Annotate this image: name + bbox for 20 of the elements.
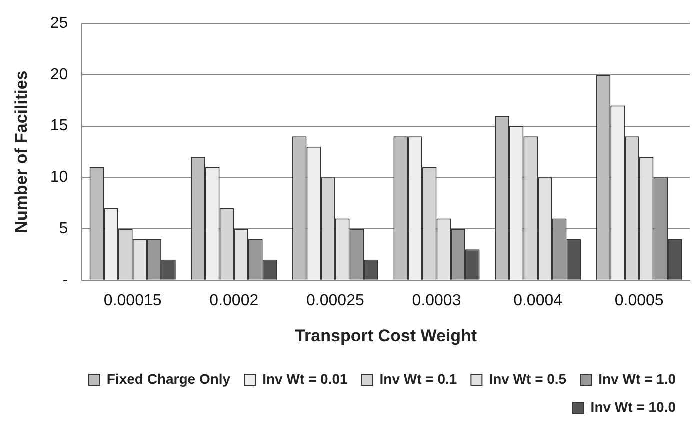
legend-label: Inv Wt = 0.1 [380,370,458,387]
y-tick-label: 10 [50,169,68,186]
legend-label: Inv Wt = 1.0 [598,370,676,387]
y-tick-label: 20 [50,66,68,84]
legend-label: Inv Wt = 0.01 [262,370,348,387]
x-tick-label: 0.00015 [104,292,162,310]
legend-label: Inv Wt = 10.0 [590,398,676,415]
legend-label: Fixed Charge Only [106,370,231,387]
y-tick-label: 15 [50,118,68,135]
y-tick-label: 5 [59,220,68,238]
y-axis-title: Number of Facilities [12,70,31,234]
x-tick-label: 0.0002 [210,292,259,310]
x-tick-label: 0.0005 [614,292,664,310]
y-tick-label: - [62,272,68,289]
legend-label: Inv Wt = 0.5 [489,370,567,387]
x-tick-label: 0.0004 [514,292,563,310]
x-tick-label: 0.00025 [306,292,364,310]
x-tick-label: 0.0003 [412,292,462,310]
x-axis-title: Transport Cost Weight [295,326,478,346]
y-tick-label: 25 [50,15,68,32]
